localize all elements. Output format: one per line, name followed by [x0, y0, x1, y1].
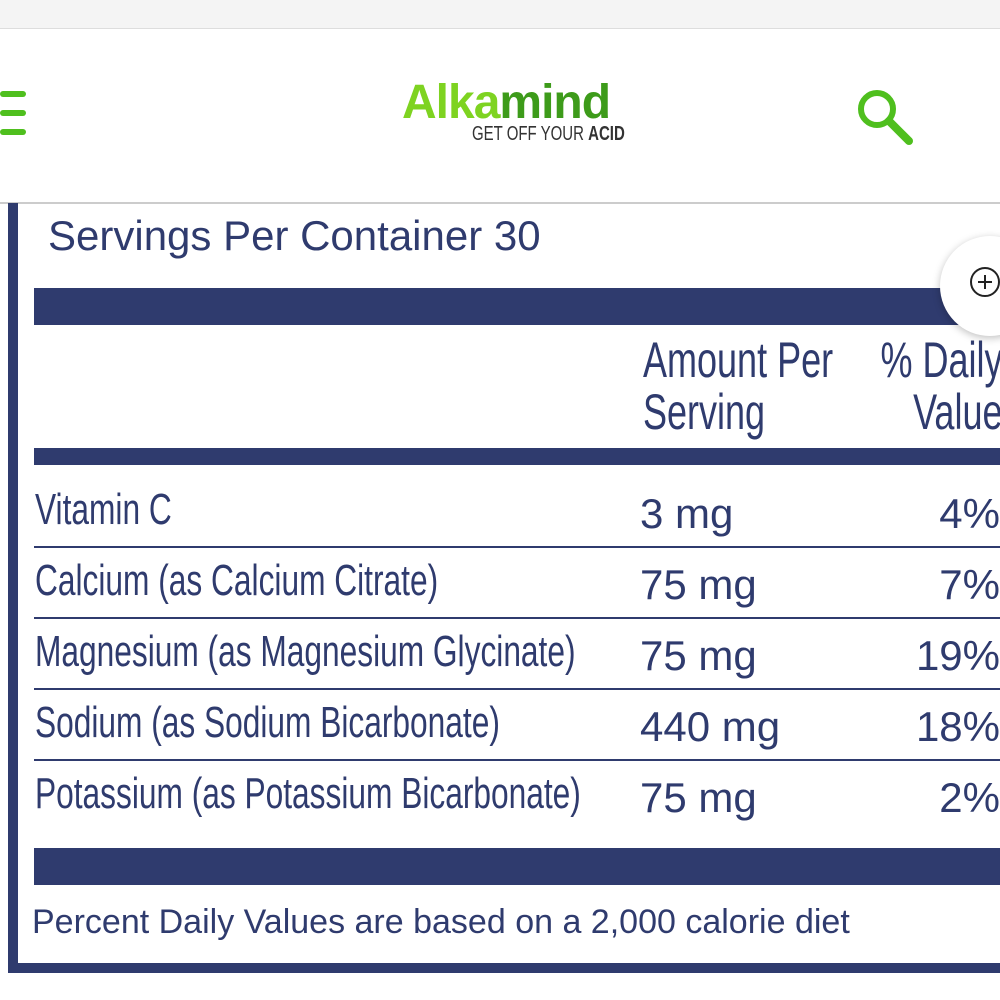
- daily-value: 7%: [939, 561, 1000, 608]
- amount: 75 mg: [640, 632, 757, 679]
- column-header-text: Value: [912, 384, 1000, 440]
- nutrient-name: Potassium (as Potassium Bicarbonate): [35, 769, 581, 818]
- status-bar: [0, 0, 1000, 29]
- zoom-button[interactable]: [940, 236, 1000, 336]
- daily-value: 4%: [939, 490, 1000, 537]
- logo[interactable]: Alkamind: [402, 75, 611, 130]
- column-header-text: % Daily: [879, 332, 1000, 388]
- site-header: Alkamind GET OFF YOUR ACID: [0, 29, 1000, 204]
- tagline-bold: ACID: [588, 123, 625, 145]
- column-header-text: Serving: [643, 384, 766, 440]
- amount: 75 mg: [640, 561, 757, 608]
- daily-value: 19%: [915, 632, 1000, 679]
- row-separator: [34, 759, 1000, 761]
- row-separator: [34, 546, 1000, 548]
- table-border: [8, 963, 1000, 973]
- servings: Servings Per Container 30: [48, 212, 541, 259]
- logo-text: Alka: [402, 76, 500, 129]
- search-button[interactable]: [855, 87, 917, 149]
- divider-bar: [34, 448, 1000, 465]
- column-header: Amount Per Serving: [643, 334, 833, 438]
- amount: 75 mg: [640, 774, 757, 821]
- amount: 3 mg: [640, 490, 734, 537]
- column-header: % Daily Value: [880, 334, 1000, 438]
- nutrient-name: Calcium (as Calcium Citrate): [35, 556, 439, 605]
- divider-bar: [34, 288, 1000, 325]
- amount: 440 mg: [640, 703, 781, 750]
- footnote: Percent Daily Values are based on a 2,00…: [32, 903, 850, 941]
- nutrient-name: Magnesium (as Magnesium Glycinate): [35, 627, 576, 676]
- tagline-text: GET OFF YOUR: [472, 123, 584, 145]
- daily-value: 2%: [939, 774, 1000, 821]
- column-header-text: Amount Per: [643, 332, 834, 388]
- nutrient-name: Vitamin C: [35, 485, 172, 534]
- menu-button[interactable]: [0, 89, 30, 139]
- nutrient-name: Sodium (as Sodium Bicarbonate): [35, 698, 500, 747]
- zoom-icon: [970, 267, 1000, 297]
- daily-value: 18%: [915, 703, 1000, 750]
- divider-bar: [34, 848, 1000, 885]
- row-separator: [34, 688, 1000, 690]
- table-border: [8, 203, 18, 973]
- logo-text: mind: [499, 76, 611, 129]
- tagline: GET OFF YOUR ACID: [472, 123, 625, 146]
- row-separator: [34, 617, 1000, 619]
